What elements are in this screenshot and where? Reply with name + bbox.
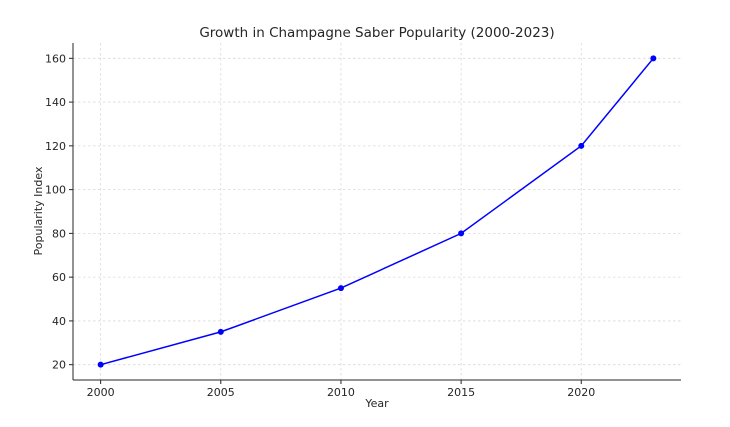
data-point	[650, 55, 657, 62]
y-tick-label: 140	[45, 96, 66, 109]
series-group	[97, 55, 657, 368]
y-tick-label: 80	[52, 227, 66, 240]
y-tick-label: 40	[52, 315, 66, 328]
x-tick-label: 2010	[327, 386, 355, 399]
y-tick-label: 160	[45, 52, 66, 65]
x-tick-label: 2005	[207, 386, 235, 399]
grid	[73, 43, 681, 380]
x-axis-label: Year	[364, 397, 389, 410]
chart-title: Growth in Champagne Saber Popularity (20…	[199, 25, 554, 41]
data-point	[578, 142, 585, 149]
data-point	[337, 285, 344, 292]
y-axis-label: Popularity Index	[32, 166, 45, 255]
data-point	[217, 328, 224, 335]
y-tick-label: 20	[52, 359, 66, 372]
data-point	[97, 361, 104, 368]
y-tick-label: 60	[52, 271, 66, 284]
x-tick-label: 2000	[87, 386, 115, 399]
y-axis: 20 40 60 80 100 120 140 160	[45, 43, 74, 380]
x-tick-label: 2020	[567, 386, 595, 399]
x-tick-label: 2015	[447, 386, 475, 399]
series-line	[100, 57, 654, 366]
y-tick-label: 100	[45, 184, 66, 197]
y-tick-label: 120	[45, 140, 66, 153]
x-axis: 2000 2005 2010 2015 2020	[73, 379, 681, 399]
data-point	[458, 230, 465, 237]
